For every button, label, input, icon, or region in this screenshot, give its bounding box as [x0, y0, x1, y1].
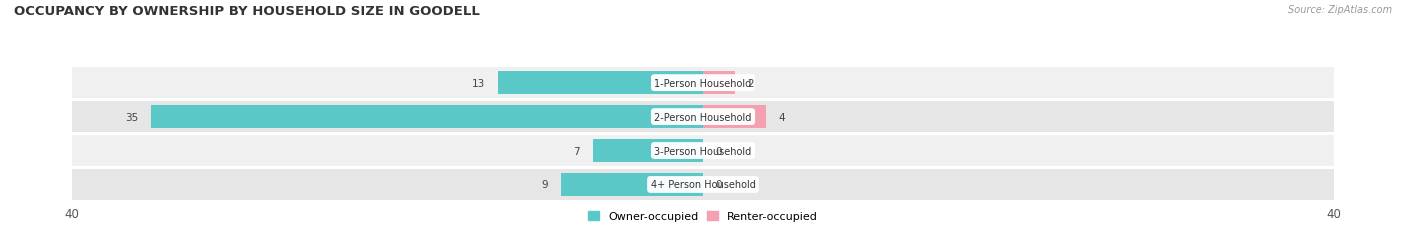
Bar [703, 72, 734, 95]
Text: 0: 0 [716, 180, 723, 190]
Text: 4: 4 [779, 112, 786, 122]
Bar [72, 102, 1334, 132]
Text: 35: 35 [125, 112, 138, 122]
Legend: Owner-occupied, Renter-occupied: Owner-occupied, Renter-occupied [583, 206, 823, 225]
Text: OCCUPANCY BY OWNERSHIP BY HOUSEHOLD SIZE IN GOODELL: OCCUPANCY BY OWNERSHIP BY HOUSEHOLD SIZE… [14, 5, 479, 18]
Text: 3-Person Household: 3-Person Household [654, 146, 752, 156]
Text: 9: 9 [541, 180, 548, 190]
Text: 13: 13 [472, 78, 485, 88]
Bar [703, 106, 766, 129]
Text: 2-Person Household: 2-Person Household [654, 112, 752, 122]
Text: 1-Person Household: 1-Person Household [654, 78, 752, 88]
Bar [561, 173, 703, 196]
Text: 0: 0 [716, 146, 723, 156]
Bar [150, 106, 703, 129]
Bar [592, 139, 703, 162]
Text: Source: ZipAtlas.com: Source: ZipAtlas.com [1288, 5, 1392, 15]
Text: 4+ Person Household: 4+ Person Household [651, 180, 755, 190]
Bar [72, 68, 1334, 98]
Text: 2: 2 [747, 78, 754, 88]
Bar [498, 72, 703, 95]
Bar [72, 170, 1334, 200]
Text: 7: 7 [574, 146, 579, 156]
Bar [72, 136, 1334, 166]
